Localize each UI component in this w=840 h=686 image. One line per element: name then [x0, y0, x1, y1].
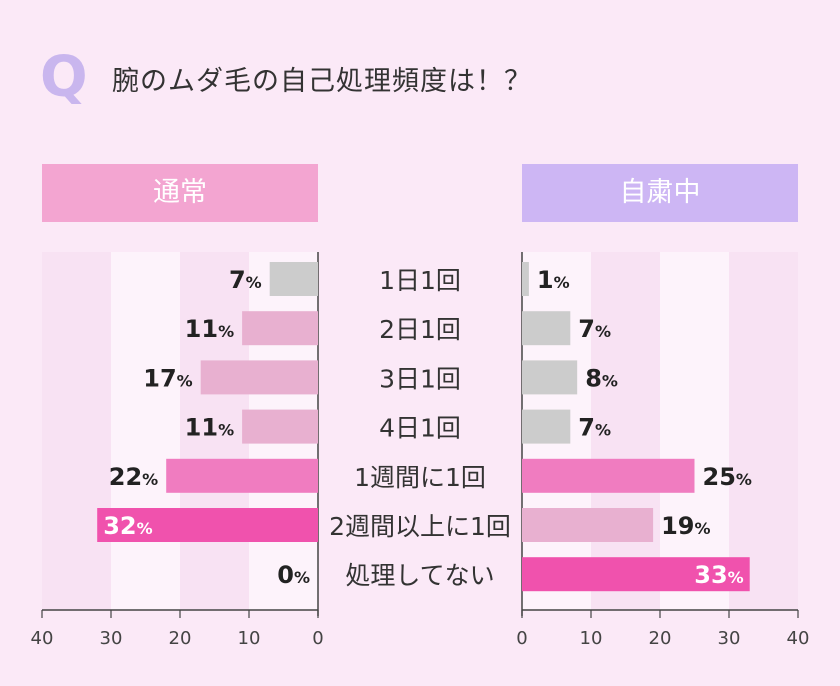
- bar: [242, 311, 318, 346]
- bar: [522, 557, 750, 592]
- category-label: 4日1回: [379, 414, 461, 443]
- x-tick-label: 20: [649, 628, 672, 649]
- bar: [522, 409, 571, 444]
- grid-band: [180, 252, 249, 610]
- data-label: 25%: [703, 463, 752, 491]
- bar: [522, 360, 578, 395]
- grid-band: [111, 252, 180, 610]
- x-tick-label: 30: [100, 628, 123, 649]
- grid-band: [591, 252, 660, 610]
- bar: [242, 409, 318, 444]
- grid-band: [42, 252, 111, 610]
- question-mark-icon: Q: [40, 45, 88, 110]
- data-label: 22%: [109, 463, 158, 491]
- bar: [522, 311, 571, 346]
- bar: [166, 458, 318, 493]
- x-tick-label: 40: [787, 628, 810, 649]
- bar: [522, 458, 695, 493]
- bar: [269, 262, 318, 296]
- category-label: 1週間に1回: [354, 463, 486, 492]
- category-label: 1日1回: [379, 266, 461, 295]
- category-label: 2週間以上に1回: [329, 512, 511, 541]
- x-tick-label: 30: [718, 628, 741, 649]
- panel-header-restraint: 自粛中: [522, 164, 798, 222]
- bar: [200, 360, 318, 395]
- x-tick-label: 10: [580, 628, 603, 649]
- x-tick-label: 10: [238, 628, 261, 649]
- data-label: 11%: [185, 315, 234, 343]
- x-tick-label: 20: [169, 628, 192, 649]
- data-label: 7%: [578, 315, 611, 343]
- x-tick-label: 0: [516, 628, 527, 649]
- data-label: 0%: [277, 561, 310, 589]
- bar: [97, 508, 318, 542]
- category-label: 処理してない: [345, 561, 494, 590]
- grid-band: [660, 252, 729, 610]
- data-label: 8%: [585, 364, 618, 392]
- question-title: 腕のムダ毛の自己処理頻度は！？: [112, 66, 532, 97]
- category-label: 3日1回: [379, 364, 461, 393]
- data-label: 1%: [537, 266, 570, 294]
- data-label: 32%: [103, 512, 152, 540]
- x-tick-label: 40: [31, 628, 54, 649]
- category-label: 2日1回: [379, 315, 461, 344]
- data-label: 7%: [229, 266, 262, 294]
- data-label: 33%: [694, 561, 743, 589]
- x-tick-label: 0: [312, 628, 323, 649]
- panel-header-normal: 通常: [42, 164, 318, 222]
- data-label: 7%: [578, 414, 611, 442]
- data-label: 17%: [143, 364, 192, 392]
- grid-band: [729, 252, 798, 610]
- data-label: 11%: [185, 414, 234, 442]
- bar: [522, 508, 654, 542]
- bar: [522, 262, 529, 296]
- data-label: 19%: [661, 512, 710, 540]
